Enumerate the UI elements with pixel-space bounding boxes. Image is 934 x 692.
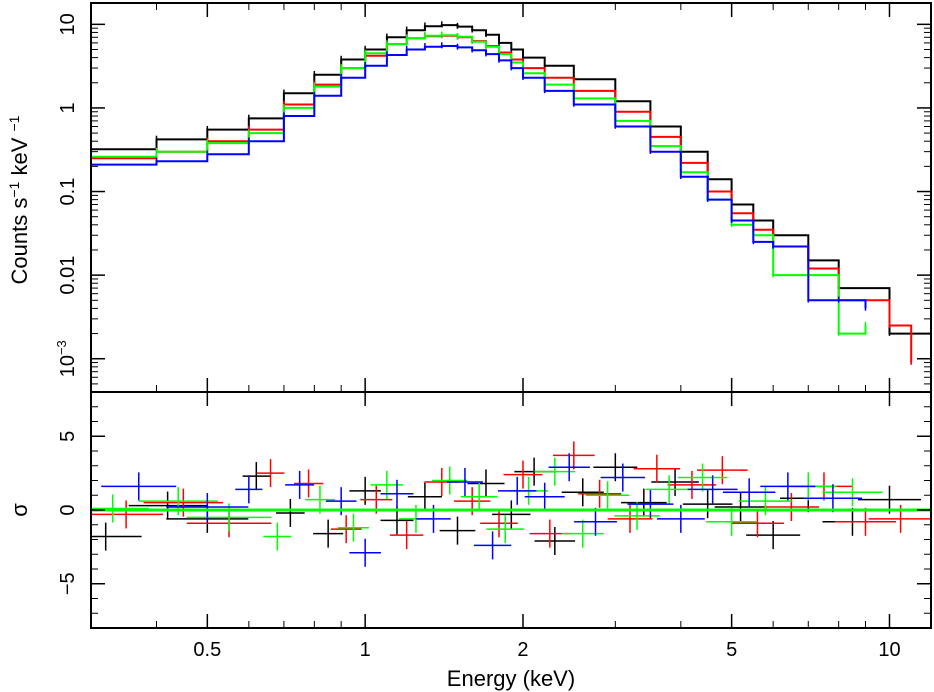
y-tick-label: 1 bbox=[57, 102, 79, 113]
x-tick-label: 1 bbox=[360, 639, 371, 661]
y-tick-label: 0.1 bbox=[57, 178, 79, 206]
y-tick-label: 0 bbox=[57, 504, 79, 515]
spectrum-series-red bbox=[91, 34, 913, 363]
residual-panel: 0.5 1 2 5 10 5 0 −5 σ Energy (keV) bbox=[7, 391, 932, 691]
residual-ticks: 0.5 1 2 5 10 5 0 −5 bbox=[57, 392, 931, 661]
spectrum-series-green bbox=[91, 34, 867, 335]
spectrum-series-black bbox=[91, 24, 931, 335]
spectrum-series-group bbox=[91, 21, 931, 365]
x-tick-label: 10 bbox=[878, 639, 900, 661]
y-tick-label: 10−3 bbox=[54, 340, 79, 377]
spectrum-panel: 10 1 0.1 0.01 10−3 Counts s−1 keV −1 bbox=[6, 2, 932, 393]
residual-series-group bbox=[91, 441, 931, 567]
y-tick-label-sup: −3 bbox=[54, 340, 69, 355]
x-tick-label: 0.5 bbox=[193, 639, 221, 661]
residual-y-axis-title: σ bbox=[7, 503, 32, 517]
y-tick-label: 0.01 bbox=[57, 256, 79, 295]
y-tick-label: 10 bbox=[57, 13, 79, 35]
x-axis-title: Energy (keV) bbox=[447, 666, 575, 691]
spectrum-series-blue bbox=[91, 45, 867, 309]
x-tick-label: 2 bbox=[517, 639, 528, 661]
y-tick-label: 5 bbox=[57, 431, 79, 442]
spectrum-y-axis-title: Counts s−1 keV −1 bbox=[6, 115, 32, 284]
x-tick-label: 5 bbox=[726, 639, 737, 661]
spectrum-ticks: 10 1 0.1 0.01 10−3 bbox=[54, 3, 931, 393]
y-tick-label: −5 bbox=[57, 572, 79, 595]
